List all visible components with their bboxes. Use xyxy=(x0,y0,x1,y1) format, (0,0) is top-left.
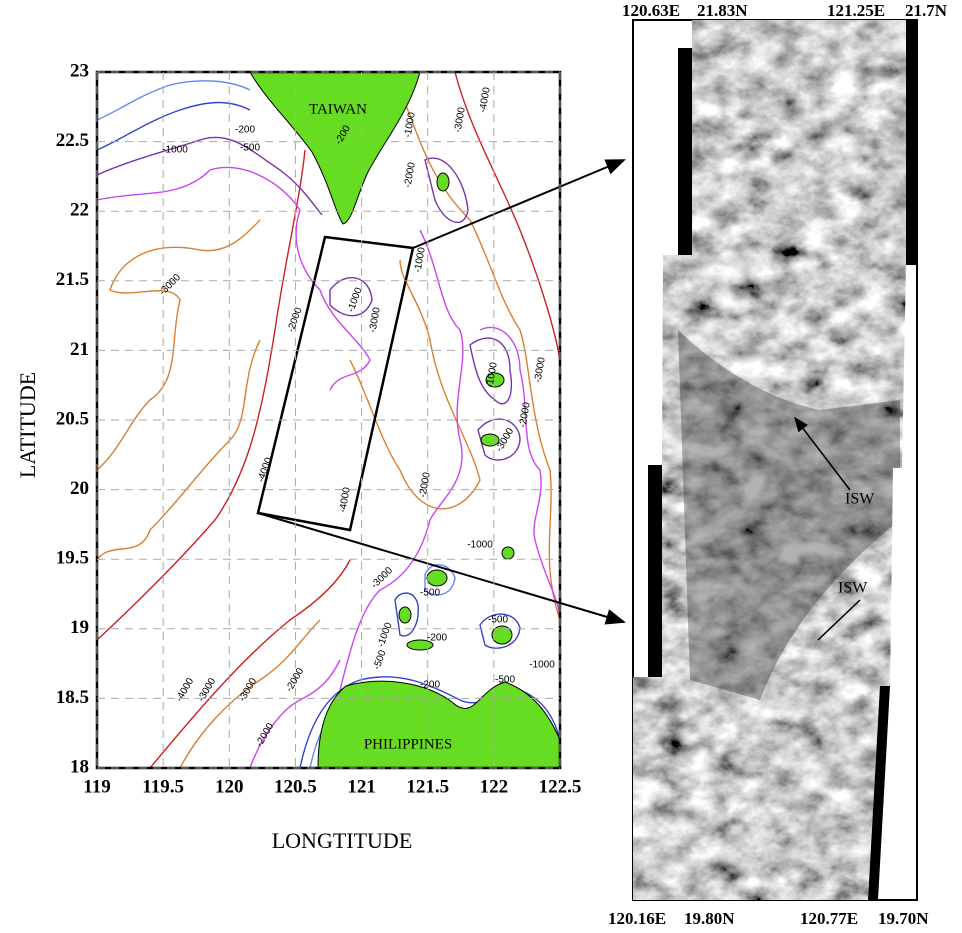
annotation: ISW xyxy=(838,580,868,597)
axis-title: LONGTITUDE xyxy=(272,828,413,853)
contour-label: -500 xyxy=(420,588,440,599)
y-tick-label: 21 xyxy=(70,339,89,360)
axis-title: LATITUDE xyxy=(15,372,40,478)
image-edge xyxy=(648,465,662,677)
x-tick-label: 121.5 xyxy=(406,776,449,797)
y-tick-label: 22.5 xyxy=(56,130,89,151)
contour-label: -500 xyxy=(488,615,508,626)
corner-label: 121.25E xyxy=(827,1,885,20)
y-tick-label: 22 xyxy=(70,200,89,221)
corner-label: 21.83N xyxy=(697,1,748,20)
contour-label: -1000 xyxy=(467,540,493,551)
island xyxy=(399,607,411,623)
contour-label: -1000 xyxy=(529,660,555,671)
contour-label: -200 xyxy=(427,633,447,644)
y-tick-label: 20.5 xyxy=(56,408,89,429)
corner-label: 120.77E xyxy=(800,909,858,928)
contour-label: -200 xyxy=(420,680,440,691)
corner-label: 19.70N xyxy=(878,909,929,928)
contour-label: -500 xyxy=(240,143,260,154)
place-label: TAIWAN xyxy=(309,101,367,117)
contour-label: -1000 xyxy=(162,145,188,156)
corner-label: 21.7N xyxy=(905,1,948,20)
corner-label: 120.63E xyxy=(622,1,680,20)
island xyxy=(437,173,449,191)
figure: TAIWAN PHILIPPINES LONGTITUDE LATITUDE I… xyxy=(0,0,962,933)
x-tick-label: 120 xyxy=(215,776,244,797)
island xyxy=(427,570,447,586)
y-tick-label: 19.5 xyxy=(56,548,89,569)
place-label: PHILIPPINES xyxy=(364,736,452,752)
y-tick-label: 23 xyxy=(70,60,89,81)
y-tick-label: 18.5 xyxy=(56,687,89,708)
x-tick-label: 122.5 xyxy=(539,776,582,797)
philippines-land xyxy=(318,681,560,768)
annotation: ISW xyxy=(845,491,875,508)
contour-label: -200 xyxy=(235,125,255,136)
x-tick-label: 122 xyxy=(480,776,509,797)
island xyxy=(502,547,514,559)
corner-label: 120.16E xyxy=(608,909,666,928)
x-tick-label: 120.5 xyxy=(274,776,317,797)
y-tick-label: 18 xyxy=(70,756,89,777)
image-edge xyxy=(906,20,916,265)
x-tick-label: 121 xyxy=(347,776,376,797)
y-tick-label: 19 xyxy=(70,617,89,638)
corner-label: 19.80N xyxy=(684,909,735,928)
y-tick-label: 21.5 xyxy=(56,269,89,290)
x-tick-label: 119 xyxy=(83,776,110,797)
image-edge xyxy=(678,48,692,255)
y-tick-label: 20 xyxy=(70,478,89,499)
contour-label: -500 xyxy=(495,675,515,686)
x-tick-label: 119.5 xyxy=(142,776,184,797)
